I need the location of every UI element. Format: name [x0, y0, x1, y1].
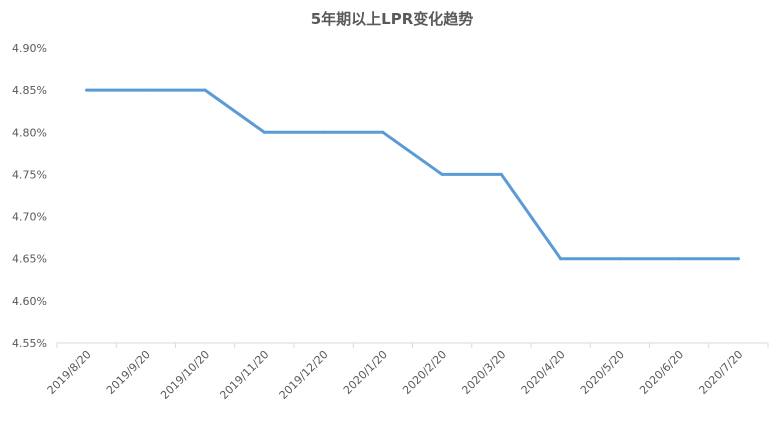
- x-tick-label: 2019/10/20: [158, 348, 212, 402]
- x-tick-label: 2019/8/20: [45, 348, 94, 397]
- data-point: [203, 88, 207, 92]
- y-tick-label: 4.90%: [12, 42, 47, 55]
- x-tick-label: 2020/7/20: [696, 348, 745, 397]
- data-point: [736, 257, 740, 261]
- y-tick-label: 4.60%: [12, 295, 47, 308]
- data-point: [144, 88, 148, 92]
- data-point: [440, 172, 444, 176]
- y-tick-label: 4.70%: [12, 211, 47, 224]
- x-tick-label: 2020/5/20: [578, 348, 627, 397]
- data-point: [559, 257, 563, 261]
- data-point: [618, 257, 622, 261]
- data-point: [381, 130, 385, 134]
- x-tick-label: 2020/2/20: [400, 348, 449, 397]
- data-point: [677, 257, 681, 261]
- series-line: [85, 88, 740, 261]
- x-tick-label: 2019/9/20: [104, 348, 153, 397]
- data-point: [322, 130, 326, 134]
- data-point: [499, 172, 503, 176]
- x-tick-label: 2020/3/20: [459, 348, 508, 397]
- data-point: [262, 130, 266, 134]
- x-tick-label: 2019/12/20: [277, 348, 331, 402]
- y-tick-label: 4.55%: [12, 337, 47, 350]
- y-tick-label: 4.85%: [12, 84, 47, 97]
- data-point: [85, 88, 89, 92]
- y-tick-label: 4.65%: [12, 253, 47, 266]
- chart-title: 5年期以上LPR变化趋势: [310, 10, 474, 28]
- x-tick-label: 2019/11/20: [217, 348, 271, 402]
- x-tick-label: 2020/6/20: [637, 348, 686, 397]
- y-tick-label: 4.80%: [12, 126, 47, 139]
- x-tick-label: 2020/1/20: [341, 348, 390, 397]
- y-tick-label: 4.75%: [12, 168, 47, 181]
- x-tick-label: 2020/4/20: [519, 348, 568, 397]
